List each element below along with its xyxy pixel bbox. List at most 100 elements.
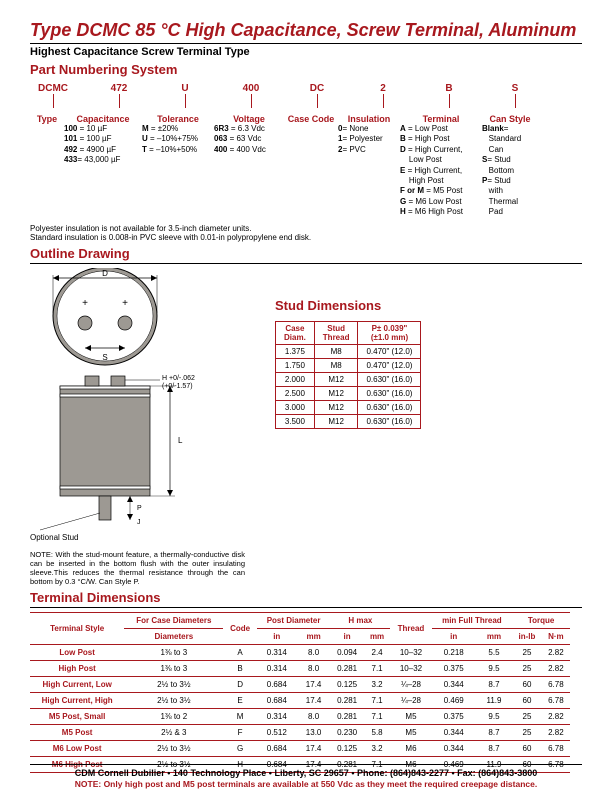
pn-head: B [430, 83, 468, 94]
term-th: Torque [512, 612, 570, 628]
svg-text:Optional Stud: Optional Stud [30, 533, 78, 542]
pn-label: Capacitance [64, 114, 142, 124]
term-td: 25 [512, 724, 542, 740]
term-td: 0.684 [257, 692, 297, 708]
stud-td: 1.750 [276, 358, 315, 372]
pn-label: Terminal [400, 114, 482, 124]
term-th: in [432, 628, 476, 644]
term-td: 2.82 [542, 724, 570, 740]
term-td: 0.684 [257, 740, 297, 756]
term-td: 0.512 [257, 724, 297, 740]
drawing-note: NOTE: With the stud-mount feature, a the… [30, 550, 245, 586]
pn-detail-tol: M = ±20%U = –10%+75%T = –10%+50% [142, 124, 214, 155]
svg-text:+: + [82, 298, 88, 309]
stud-th: P± 0.039"(±1.0 mm) [358, 321, 421, 344]
svg-text:S: S [102, 353, 107, 362]
term-th: Terminal Style [30, 612, 124, 644]
term-td: 6.78 [542, 692, 570, 708]
subtitle: Highest Capacitance Screw Terminal Type [30, 43, 582, 58]
stud-th: StudThread [314, 321, 358, 344]
term-td: 2½ to 3½ [124, 676, 223, 692]
term-td: 1⅜ to 3 [124, 644, 223, 660]
term-td: 17.4 [297, 740, 331, 756]
term-td: 17.4 [297, 692, 331, 708]
stud-td: M12 [314, 372, 358, 386]
term-th: mm [476, 628, 512, 644]
term-td: 0.344 [432, 676, 476, 692]
term-td: ¼–28 [390, 676, 431, 692]
pn-label: Can Style [482, 114, 538, 124]
term-td: M6 [390, 740, 431, 756]
svg-text:J: J [137, 519, 141, 526]
term-td: 8.0 [297, 708, 331, 724]
stud-td: M12 [314, 414, 358, 428]
stud-td: 0.630" (16.0) [358, 386, 421, 400]
pn-detail-ins: 0= None1= Polyester2= PVC [338, 124, 400, 155]
term-td: 8.7 [476, 740, 512, 756]
term-td: 8.7 [476, 676, 512, 692]
stud-td: 3.000 [276, 400, 315, 414]
term-th: in [257, 628, 297, 644]
pn-label: Case Code [284, 114, 338, 124]
outline-drawing: + + D S [30, 268, 220, 548]
term-style-cell: M5 Post [30, 724, 124, 740]
term-td: 2.4 [364, 644, 391, 660]
term-td: 2.82 [542, 660, 570, 676]
term-td: 0.281 [330, 660, 363, 676]
stud-td: M8 [314, 344, 358, 358]
term-th: in [330, 628, 363, 644]
term-td: 60 [512, 740, 542, 756]
term-style-cell: Low Post [30, 644, 124, 660]
pn-head: DC [298, 83, 336, 94]
term-td: 60 [512, 676, 542, 692]
term-td: 5.5 [476, 644, 512, 660]
term-td: M5 [390, 724, 431, 740]
term-td: 7.1 [364, 708, 391, 724]
term-th: For Case Diameters [124, 612, 223, 628]
pn-detail-can: Blank= Standard CanS= Stud BottomP= Stud… [482, 124, 538, 218]
pn-head: 472 [100, 83, 138, 94]
part-numbering-block: DCMC 472 U 400 DC 2 B S Type Capacitance… [30, 83, 582, 218]
term-td: M [223, 708, 256, 724]
term-th: Code [223, 612, 256, 644]
term-th: min Full Thread [432, 612, 513, 628]
term-td: 1⅜ to 3 [124, 660, 223, 676]
term-th: Diameters [124, 628, 223, 644]
term-td: 0.281 [330, 708, 363, 724]
term-td: 25 [512, 644, 542, 660]
term-td: 0.684 [257, 676, 297, 692]
term-td: A [223, 644, 256, 660]
term-th: in-lb [512, 628, 542, 644]
term-td: 6.78 [542, 676, 570, 692]
term-td: 2½ & 3 [124, 724, 223, 740]
term-td: 8.0 [297, 644, 331, 660]
page-footer: CDM Cornell Dubilier • 140 Technology Pl… [30, 764, 582, 778]
term-td: 7.1 [364, 660, 391, 676]
terminal-table: Terminal Style For Case Diameters Code P… [30, 612, 570, 773]
pn-detail-cap: 100 = 10 µF101 = 100 µF492 = 4900 µF433=… [64, 124, 142, 166]
term-td: B [223, 660, 256, 676]
term-td: 9.5 [476, 660, 512, 676]
term-td: 0.094 [330, 644, 363, 660]
term-td: 0.375 [432, 660, 476, 676]
term-td: 17.4 [297, 676, 331, 692]
pn-note2: Standard insulation is 0.008-in PVC slee… [30, 233, 582, 242]
term-th: N·m [542, 628, 570, 644]
term-td: 1⅜ to 2 [124, 708, 223, 724]
pn-head: U [166, 83, 204, 94]
term-td: 25 [512, 708, 542, 724]
term-th: mm [364, 628, 391, 644]
term-td: 2½ to 3½ [124, 692, 223, 708]
term-td: 2.82 [542, 644, 570, 660]
svg-text:P: P [137, 505, 142, 512]
term-td: 0.281 [330, 692, 363, 708]
term-td: 2.82 [542, 708, 570, 724]
term-td: 13.0 [297, 724, 331, 740]
term-td: 0.344 [432, 740, 476, 756]
term-td: 10–32 [390, 660, 431, 676]
term-td: 0.314 [257, 708, 297, 724]
term-td: 60 [512, 692, 542, 708]
term-th: Post Diameter [257, 612, 331, 628]
term-th: Thread [390, 612, 431, 644]
term-style-cell: High Current, Low [30, 676, 124, 692]
